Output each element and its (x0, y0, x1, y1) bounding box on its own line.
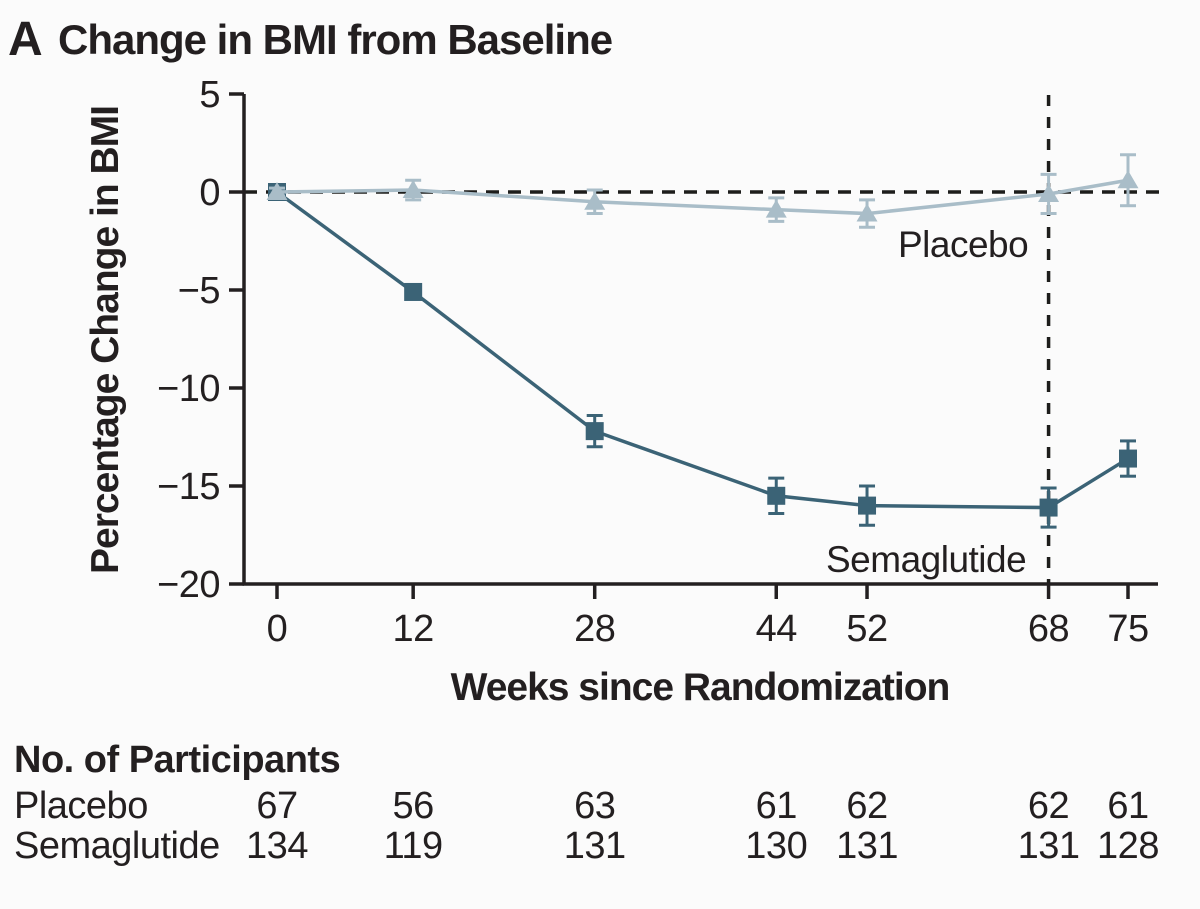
placebo-point (584, 191, 606, 210)
y-tick-label: 5 (199, 74, 220, 116)
placebo-point (856, 203, 878, 222)
axes-layer: 5 0 −5 −10 −15 −20 0 12 28 44 52 68 75 (157, 74, 1158, 650)
semaglutide-point (767, 486, 786, 505)
reference-lines-layer (244, 95, 1164, 584)
participant-count: 119 (384, 825, 443, 867)
x-axis-title: Weeks since Randomization (451, 666, 950, 709)
participant-count: 130 (745, 825, 807, 867)
placebo-point (1117, 170, 1139, 189)
panel-title: Change in BMI from Baseline (58, 16, 612, 63)
semaglutide-point (404, 282, 423, 301)
x-tick-label: 12 (393, 608, 434, 650)
participant-count: 56 (393, 785, 434, 827)
placebo-point (402, 180, 424, 199)
semaglutide-point (585, 422, 604, 441)
participant-count: 61 (756, 785, 797, 827)
y-tick-label: −20 (157, 564, 220, 606)
semaglutide-point (1039, 498, 1058, 517)
placebo-point (765, 199, 787, 218)
x-tick-label: 52 (846, 608, 887, 650)
participant-count: 61 (1107, 785, 1148, 827)
y-axis-title: Percentage Change in BMI (84, 106, 127, 574)
series-layer (266, 153, 1139, 529)
x-tick-label: 68 (1028, 608, 1069, 650)
x-tick-label: 75 (1107, 608, 1148, 650)
participants-row-label-semaglutide: Semaglutide (14, 825, 220, 867)
participant-count: 131 (564, 825, 626, 867)
participant-count: 62 (1028, 785, 1069, 827)
placebo-series-label: Placebo (898, 224, 1028, 265)
panel-letter: A (8, 13, 42, 66)
placebo-point (1038, 183, 1060, 202)
semaglutide-series-label: Semaglutide (826, 539, 1026, 580)
y-tick-label: 0 (199, 172, 220, 214)
y-tick-label: −15 (157, 466, 220, 508)
participant-count: 62 (846, 785, 887, 827)
x-tick-label: 28 (574, 608, 615, 650)
y-tick-label: −10 (157, 368, 220, 410)
participant-count: 134 (246, 825, 308, 867)
placebo-series (266, 153, 1139, 229)
participants-counts-layer: 67 56 63 61 62 62 61 134 119 131 130 131 131 128 (246, 785, 1159, 867)
x-tick-label: 0 (267, 608, 288, 650)
x-tick-label: 44 (756, 608, 798, 650)
participant-count: 131 (836, 825, 898, 867)
participants-row-label-placebo: Placebo (14, 785, 148, 827)
semaglutide-point (858, 496, 877, 515)
participant-count: 128 (1097, 825, 1159, 867)
semaglutide-point (1119, 449, 1137, 468)
participants-header: No. of Participants (14, 739, 340, 781)
participant-count: 67 (256, 785, 297, 827)
y-tick-label: −5 (178, 270, 220, 312)
placebo-point (266, 182, 288, 200)
participant-count: 63 (574, 785, 615, 827)
participant-count: 131 (1018, 825, 1080, 867)
